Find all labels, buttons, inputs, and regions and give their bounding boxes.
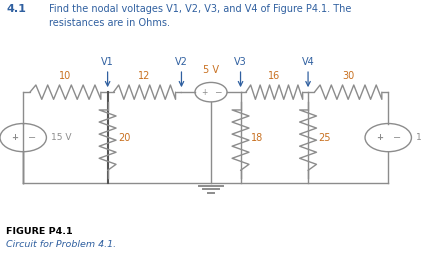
- Text: V1: V1: [101, 57, 114, 67]
- Text: 12: 12: [138, 71, 151, 81]
- Text: 16: 16: [268, 71, 281, 81]
- Text: 10: 10: [59, 71, 72, 81]
- Text: +: +: [201, 88, 208, 97]
- Text: V2: V2: [175, 57, 188, 67]
- Text: 25: 25: [319, 133, 331, 143]
- Text: 18: 18: [251, 133, 263, 143]
- Text: −: −: [28, 133, 36, 143]
- Text: +: +: [376, 133, 383, 142]
- Text: 5 V: 5 V: [203, 65, 219, 75]
- Text: −: −: [214, 88, 222, 97]
- Text: V4: V4: [302, 57, 314, 67]
- Text: 20: 20: [118, 133, 130, 143]
- Text: 30: 30: [342, 71, 354, 81]
- Text: 15 V: 15 V: [51, 133, 72, 142]
- Text: Circuit for Problem 4.1.: Circuit for Problem 4.1.: [6, 240, 116, 249]
- Text: −: −: [393, 133, 401, 143]
- Text: 4.1: 4.1: [6, 4, 26, 14]
- Text: FIGURE P4.1: FIGURE P4.1: [6, 227, 73, 236]
- Text: Find the nodal voltages V1, V2, V3, and V4 of Figure P4.1. The
resistances are i: Find the nodal voltages V1, V2, V3, and …: [49, 4, 351, 28]
- Text: V3: V3: [234, 57, 247, 67]
- Text: 10 V: 10 V: [416, 133, 422, 142]
- Text: +: +: [11, 133, 18, 142]
